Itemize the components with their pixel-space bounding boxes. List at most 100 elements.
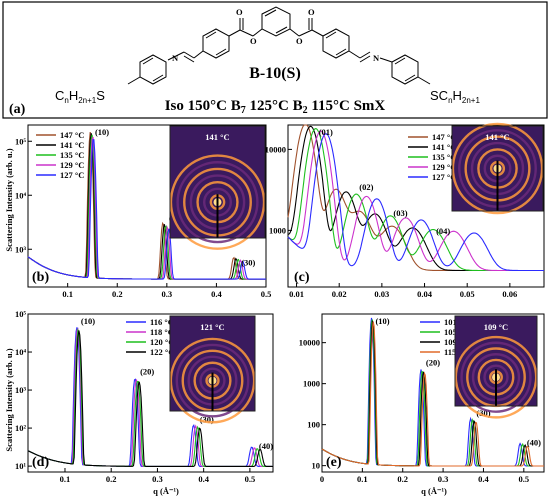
- legend-label: 135 °C: [432, 152, 456, 162]
- y-tick-label: 10000: [299, 338, 320, 348]
- series-line-5: [27, 139, 266, 280]
- x-tick-label: 0.5: [261, 289, 272, 299]
- peak-label: (30): [476, 408, 490, 418]
- panel-label: (e): [326, 455, 342, 470]
- inset-ring: [460, 341, 532, 413]
- legend-label: 141 °C: [432, 142, 456, 152]
- y-tick-label: 10⁴: [15, 190, 27, 200]
- atom-n-left: N: [172, 53, 179, 63]
- atom-o-left-ring: O: [250, 36, 257, 46]
- inset-temperature-label: 141 °C: [205, 132, 229, 142]
- series-line-4: [287, 130, 544, 272]
- compound-name: B-10(S): [249, 65, 301, 82]
- y-tick-label: 10⁴: [15, 347, 27, 357]
- left-chain-label: CnH2n+1S: [55, 88, 105, 105]
- inset-image: 109 °C: [454, 315, 538, 419]
- x-tick-label: 0: [320, 474, 324, 484]
- x-tick-label: 0.1: [357, 474, 368, 484]
- peak-label: (03): [393, 208, 407, 218]
- inset-frame: [169, 125, 266, 239]
- x-tick-label: 0.2: [106, 474, 117, 484]
- panel-label: (c): [294, 270, 310, 285]
- peak-label: (30): [200, 415, 214, 425]
- legend-label: 127 °C: [60, 170, 84, 180]
- peak-label: (30): [241, 258, 255, 268]
- x-tick-label: 0.5: [245, 474, 256, 484]
- legend-label: 129 °C: [60, 160, 84, 170]
- legend-label: 127 °C: [432, 172, 456, 182]
- chart-panel-3: 0.1 0.2 0.3 0.4 0.5 10¹ 10² 10³ 10⁴ 10⁵ (10) (20) (3…: [15, 309, 274, 484]
- panel-label-a: (a): [9, 102, 26, 117]
- x-tick-label: 0.3: [438, 474, 449, 484]
- inset-temperature-label: 121 °C: [200, 322, 224, 332]
- peak-label: (04): [436, 226, 450, 236]
- y-tick-label: 10⁵: [15, 136, 27, 146]
- inset-image: 141 °C: [169, 125, 266, 250]
- inset-frame: [451, 125, 544, 212]
- atom-o-right: O: [308, 7, 315, 17]
- legend-label: 135 °C: [60, 150, 84, 160]
- chart-panels: 0.1 0.2 0.3 0.4 0.5 10³ 10⁴ 10⁵ (10) (20) (30) 147 …: [15, 122, 545, 484]
- phase-sequence: Iso 150°C B7 125°C B2 115°C SmX: [165, 98, 386, 116]
- peak-label: (40): [259, 441, 273, 451]
- inset-ring: [454, 335, 538, 419]
- legend-label: 122 °C: [150, 347, 174, 357]
- y-tick-label: 10⁵: [15, 309, 27, 319]
- molecule-atoms: O O O O N N: [172, 7, 380, 63]
- legend-label: 129 °C: [432, 162, 456, 172]
- legend-label: 116 °C: [150, 317, 174, 327]
- x-tick-label: 0.02: [332, 289, 347, 299]
- x-tick-label: 0.04: [417, 289, 433, 299]
- peak-label: (10): [95, 127, 109, 137]
- peak-label: (20): [140, 367, 154, 377]
- chart-panel-2: 0.01 0.02 0.03 0.04 0.05 0.06 1000 10000 (01) (02…: [265, 122, 545, 299]
- x-tick-label: 0.3: [162, 289, 173, 299]
- x-tick-label: 0.2: [112, 289, 123, 299]
- y-tick-label: 1000: [303, 379, 320, 389]
- inset-ring: [175, 343, 250, 418]
- x-tick-label: 0.03: [374, 289, 389, 299]
- x-tick-label: 0.5: [519, 474, 530, 484]
- header-panel: O O O O N N CnH2n+1S SCnH2n+1 B-10(S) (a…: [2, 1, 548, 119]
- x-tick-label: 0.3: [152, 474, 163, 484]
- x-tick-label: 0.2: [397, 474, 408, 484]
- peak-label: (10): [375, 316, 389, 326]
- inset-image: 141 °C: [451, 122, 544, 215]
- peak-label: (40): [527, 437, 541, 447]
- x-tick-label: 0.4: [478, 474, 489, 484]
- legend-label: 118 °C: [150, 327, 174, 337]
- inset-ring: [169, 337, 256, 424]
- chart-panel-1: 0.10.20.30.40.510³10⁴10⁵(10)(20)(30)147 …: [15, 124, 272, 299]
- inset-ring: [169, 154, 266, 250]
- x-tick-label: 0.4: [211, 289, 222, 299]
- inset-ring: [176, 161, 259, 244]
- inset-frame: [169, 315, 256, 412]
- y-tick-label: 1000: [269, 225, 286, 235]
- peak-label: (10): [81, 316, 95, 326]
- y-tick-label: 10000: [265, 144, 286, 154]
- peak-label: (01): [319, 127, 333, 137]
- y-label-top: Scattering Intensity (arb. u.): [4, 148, 14, 251]
- panel-label: (d): [32, 455, 49, 470]
- series-line-4: [27, 330, 273, 467]
- panel-label: (b): [32, 270, 49, 285]
- atom-o-left: O: [236, 7, 243, 17]
- peak-label: (02): [359, 182, 373, 192]
- y-tick-label: 10¹: [15, 461, 27, 471]
- y-label-bottom: Scattering Intensity (arb. u.): [4, 348, 14, 451]
- atom-n-right: N: [373, 53, 380, 63]
- inset-image: 121 °C: [169, 315, 256, 424]
- inset-temperature-label: 109 °C: [484, 322, 508, 332]
- x-label-e: q (Å⁻¹): [421, 486, 447, 496]
- legend-label: 120 °C: [150, 337, 174, 347]
- right-chain-label: SCnH2n+1: [430, 88, 480, 105]
- x-tick-label: 0.01: [289, 289, 304, 299]
- y-tick-label: 10³: [15, 244, 27, 254]
- series-line-5: [287, 133, 544, 272]
- y-tick-label: 10: [312, 461, 321, 471]
- molecule-structure: [127, 6, 431, 85]
- x-tick-label: 0.1: [60, 474, 71, 484]
- inset-temperature-label: 141 °C: [485, 132, 509, 142]
- y-tick-label: 10²: [15, 423, 27, 433]
